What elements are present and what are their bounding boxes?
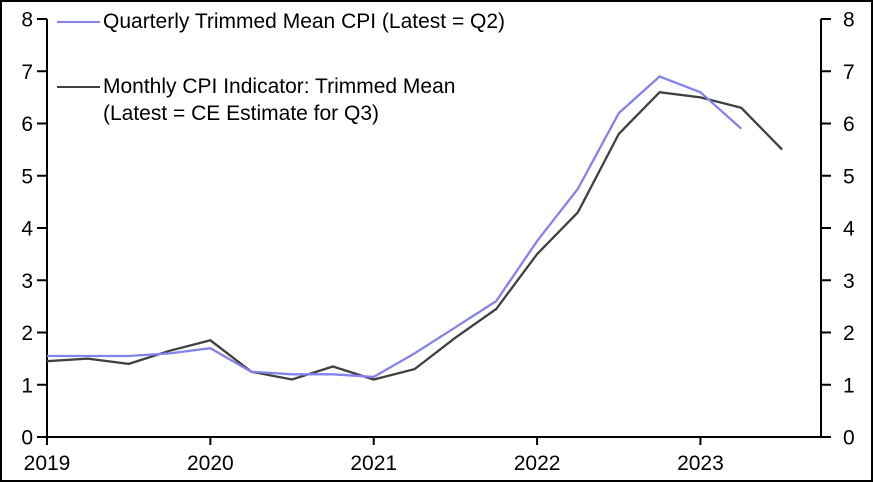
left-tick-label: 1 bbox=[21, 374, 33, 397]
left-tick-label: 7 bbox=[21, 61, 33, 84]
right-tick-label: 3 bbox=[843, 270, 855, 293]
left-tick-label: 5 bbox=[21, 165, 33, 188]
monthly-cpi-line bbox=[46, 90, 783, 381]
left-tick-label: 6 bbox=[21, 113, 33, 136]
x-tick-label: 2020 bbox=[187, 452, 234, 475]
left-tick-label: 4 bbox=[21, 218, 33, 241]
left-tick-label: 2 bbox=[21, 322, 33, 345]
x-tick-label: 2023 bbox=[677, 452, 724, 475]
left-tick-label: 8 bbox=[21, 9, 33, 32]
monthly-line-swatch bbox=[57, 86, 100, 88]
legend-item-monthly: Monthly CPI Indicator: Trimmed Mean (Lat… bbox=[57, 73, 455, 127]
right-tick-label: 1 bbox=[843, 374, 855, 397]
legend-label-quarterly: Quarterly Trimmed Mean CPI (Latest = Q2) bbox=[103, 10, 506, 33]
quarterly-line-swatch bbox=[57, 21, 100, 23]
right-tick-label: 2 bbox=[843, 322, 855, 345]
right-tick-label: 5 bbox=[843, 165, 855, 188]
legend-label-monthly-line1: Monthly CPI Indicator: Trimmed Mean bbox=[103, 75, 456, 98]
legend-item-quarterly: Quarterly Trimmed Mean CPI (Latest = Q2) bbox=[57, 8, 505, 35]
x-tick-label: 2019 bbox=[24, 452, 71, 475]
x-tick-label: 2021 bbox=[350, 452, 397, 475]
left-tick-label: 3 bbox=[21, 270, 33, 293]
legend-label-monthly: Monthly CPI Indicator: Trimmed Mean (Lat… bbox=[103, 73, 455, 127]
right-tick-label: 8 bbox=[843, 9, 855, 32]
legend-label-monthly-line2: (Latest = CE Estimate for Q3) bbox=[103, 102, 380, 125]
x-tick-label: 2022 bbox=[514, 452, 561, 475]
right-tick-label: 0 bbox=[843, 427, 855, 450]
left-tick-label: 0 bbox=[21, 427, 33, 450]
right-tick-label: 7 bbox=[843, 61, 855, 84]
right-tick-label: 6 bbox=[843, 113, 855, 136]
quarterly-cpi-line bbox=[47, 75, 743, 379]
right-tick-label: 4 bbox=[843, 218, 855, 241]
